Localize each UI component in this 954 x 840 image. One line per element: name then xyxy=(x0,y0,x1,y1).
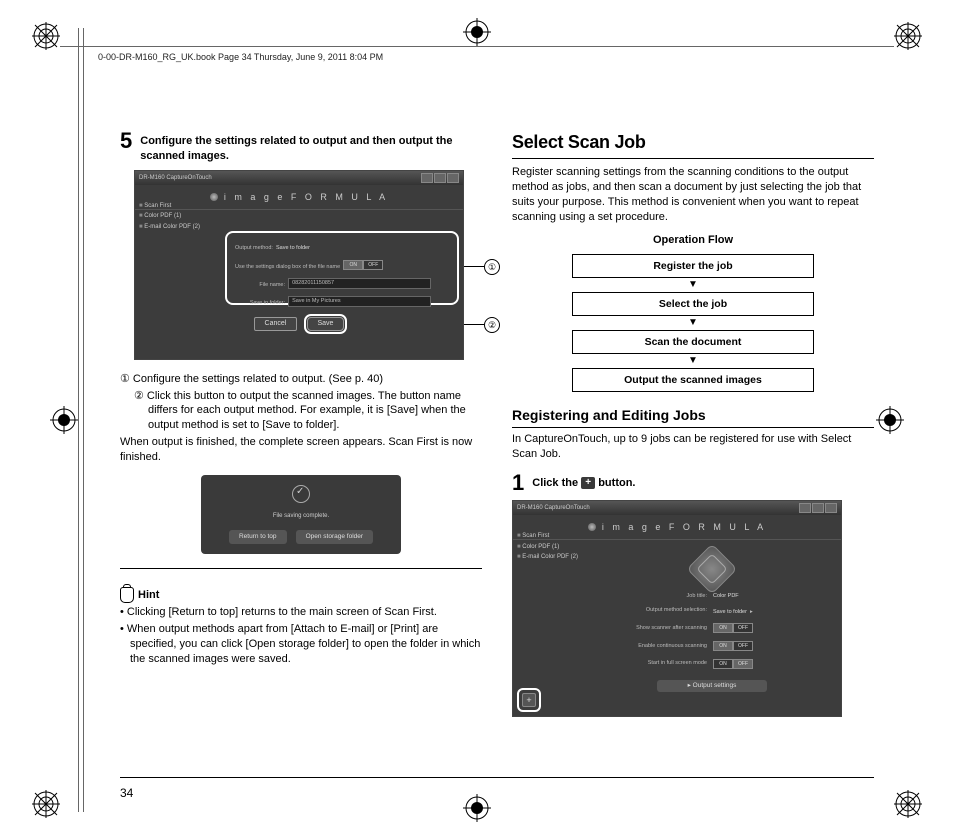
job-sidebar: Scan First Color PDF (1) E-mail Color PD… xyxy=(517,531,578,563)
crop-mark-icon xyxy=(463,18,491,46)
label-job-title: Job title: xyxy=(607,593,707,600)
callout-marker-1: ① xyxy=(484,259,500,275)
toggle-on[interactable]: ON xyxy=(713,659,733,669)
callout-leader xyxy=(464,324,484,325)
flow-step-1: Register the job xyxy=(572,254,814,278)
flow-arrow: ▼ xyxy=(512,280,874,290)
sidebar-item[interactable]: Color PDF (1) xyxy=(517,542,578,553)
callout-marker-2: ② xyxy=(484,317,500,333)
flow-step-2: Select the job xyxy=(572,292,814,316)
complete-dialog: File saving complete. Return to top Open… xyxy=(201,475,401,555)
screenshot-output-settings: DR-M160 CaptureOnTouch i m a g e F O R M… xyxy=(134,170,464,360)
hint-bullet-2: • When output methods apart from [Attach… xyxy=(120,622,482,667)
callout-frame-1: Output method: Save to folder Use the se… xyxy=(225,231,459,305)
plus-icon: + xyxy=(581,477,595,489)
field-filename[interactable]: 08282011150857 xyxy=(288,278,431,289)
add-job-button-highlight: + xyxy=(517,688,541,712)
check-icon xyxy=(292,485,310,503)
divider xyxy=(512,158,874,159)
job-sidebar: Scan First Color PDF (1) E-mail Color PD… xyxy=(139,201,200,233)
label-use-dialog: Use the settings dialog box of the file … xyxy=(235,264,340,270)
window-titlebar: DR-M160 CaptureOnTouch xyxy=(135,171,463,185)
value-output-selection[interactable]: Save to folder xyxy=(713,609,747,615)
footer-rule xyxy=(120,777,874,778)
page-number: 34 xyxy=(120,786,133,800)
header-path: 0-00-DR-M160_RG_UK.book Page 34 Thursday… xyxy=(98,52,383,62)
operation-flow-title: Operation Flow xyxy=(512,233,874,248)
window-buttons[interactable] xyxy=(421,173,459,183)
label-fullscreen: Start in full screen mode xyxy=(607,660,707,667)
hint-heading: Hint xyxy=(120,587,482,603)
hint-icon xyxy=(120,587,134,603)
label-filename: File name: xyxy=(235,282,285,289)
toggle-on[interactable]: ON xyxy=(343,260,363,270)
flow-step-4: Output the scanned images xyxy=(572,368,814,392)
hint-label: Hint xyxy=(138,588,159,603)
window-buttons[interactable] xyxy=(799,503,837,513)
crop-mark-icon xyxy=(894,22,922,50)
toggle-off[interactable]: OFF xyxy=(363,260,383,270)
step-number-1: 1 xyxy=(512,472,524,494)
flow-step-3: Scan the document xyxy=(572,330,814,354)
open-storage-folder-button[interactable]: Open storage folder xyxy=(296,530,373,545)
sidebar-item[interactable]: Color PDF (1) xyxy=(139,211,200,222)
section-intro: Register scanning settings from the scan… xyxy=(512,165,874,224)
flow-arrow: ▼ xyxy=(512,356,874,366)
field-save-in[interactable]: Save in My Pictures xyxy=(288,296,431,307)
left-column: 5 Configure the settings related to outp… xyxy=(120,130,482,780)
dialog-message: File saving complete. xyxy=(201,512,401,520)
callout-desc-2: ② Click this button to output the scanne… xyxy=(120,389,482,434)
label-continuous: Enable continuous scanning xyxy=(607,643,707,650)
divider xyxy=(512,427,874,428)
output-finished-text: When output is finished, the complete sc… xyxy=(120,435,482,465)
crop-mark-icon xyxy=(876,406,904,434)
crop-mark-icon xyxy=(32,22,60,50)
label-save-in: Save in folder: xyxy=(235,300,285,307)
label-output-selection: Output method selection: xyxy=(607,607,707,614)
crop-mark-icon xyxy=(50,406,78,434)
label-output-method: Output method: xyxy=(235,245,273,251)
window-title: DR-M160 CaptureOnTouch xyxy=(517,504,590,512)
divider xyxy=(120,568,482,569)
section-select-scan-job: Select Scan Job xyxy=(512,130,874,154)
subsection-intro: In CaptureOnTouch, up to 9 jobs can be r… xyxy=(512,432,874,462)
sidebar-item[interactable]: E-mail Color PDF (2) xyxy=(139,222,200,233)
side-rule xyxy=(83,28,84,812)
callout-desc-1: ① Configure the settings related to outp… xyxy=(120,372,482,387)
crop-mark-icon xyxy=(894,790,922,818)
add-job-button[interactable]: + xyxy=(522,693,536,707)
crop-mark-icon xyxy=(32,790,60,818)
output-settings-button[interactable]: ▸ Output settings xyxy=(657,680,767,693)
toggle-on[interactable]: ON xyxy=(713,641,733,651)
window-title: DR-M160 CaptureOnTouch xyxy=(139,174,212,182)
sidebar-item[interactable]: Scan First xyxy=(139,201,200,212)
value-output-method: Save to folder xyxy=(276,245,310,251)
callout-leader xyxy=(464,266,484,267)
screenshot-register-job: DR-M160 CaptureOnTouch i m a g e F O R M… xyxy=(512,500,842,717)
label-show-scanner: Show scanner after scanning xyxy=(607,625,707,632)
toggle-off[interactable]: OFF xyxy=(733,641,753,651)
sidebar-item[interactable]: E-mail Color PDF (2) xyxy=(517,552,578,563)
subsection-registering: Registering and Editing Jobs xyxy=(512,406,874,425)
window-titlebar: DR-M160 CaptureOnTouch xyxy=(513,501,841,515)
value-job-title[interactable]: Color PDF xyxy=(713,593,817,600)
crop-mark-icon xyxy=(463,794,491,822)
toggle-off[interactable]: OFF xyxy=(733,659,753,669)
step-5-text: Configure the settings related to output… xyxy=(140,134,482,164)
step-number-5: 5 xyxy=(120,130,132,152)
sidebar-item[interactable]: Scan First xyxy=(517,531,578,542)
return-to-top-button[interactable]: Return to top xyxy=(229,530,287,545)
scan-button[interactable] xyxy=(687,543,738,594)
header-rule xyxy=(60,46,894,47)
side-rule xyxy=(78,28,79,812)
right-column: Select Scan Job Register scanning settin… xyxy=(512,130,874,780)
hint-bullet-1: • Clicking [Return to top] returns to th… xyxy=(120,605,482,620)
step-1-text: Click the + button. xyxy=(532,476,635,491)
toggle-on[interactable]: ON xyxy=(713,623,733,633)
flow-arrow: ▼ xyxy=(512,318,874,328)
cancel-button[interactable]: Cancel xyxy=(254,317,298,330)
toggle-off[interactable]: OFF xyxy=(733,623,753,633)
save-button[interactable]: Save xyxy=(307,317,345,330)
